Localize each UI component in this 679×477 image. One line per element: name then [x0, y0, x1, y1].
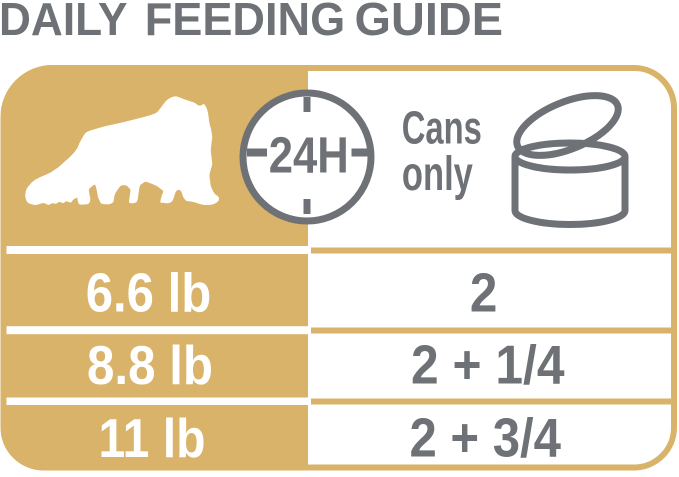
svg-text:DAILY: DAILY: [0, 0, 128, 45]
svg-text:8.8 lb: 8.8 lb: [87, 334, 213, 396]
svg-text:24H: 24H: [269, 127, 349, 184]
svg-text:6.6 lb: 6.6 lb: [86, 262, 212, 324]
svg-text:only: only: [402, 147, 473, 201]
svg-text:2: 2: [470, 262, 498, 324]
svg-text:2 + 1/4: 2 + 1/4: [411, 333, 565, 395]
svg-text:2 + 3/4: 2 + 3/4: [409, 407, 561, 469]
svg-text:11 lb: 11 lb: [99, 407, 206, 469]
svg-text:GUIDE: GUIDE: [355, 0, 504, 45]
svg-text:Cans: Cans: [402, 102, 482, 154]
svg-text:FEEDING: FEEDING: [145, 0, 346, 45]
